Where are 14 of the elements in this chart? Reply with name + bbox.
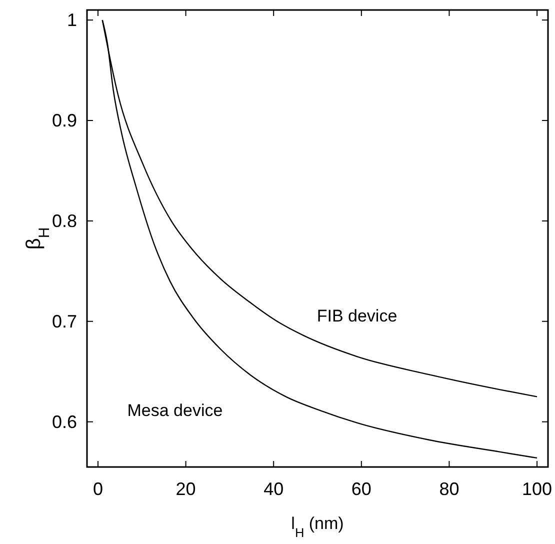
x-tick-label: 20: [176, 479, 196, 499]
x-tick-label: 40: [264, 479, 284, 499]
series-label: FIB device: [316, 306, 398, 326]
x-tick-label: 60: [351, 479, 372, 499]
x-tick-label: 100: [522, 479, 552, 499]
y-tick-label: 0.8: [52, 210, 77, 231]
y-tick-label: 0.7: [52, 311, 77, 332]
y-tick-label: 1: [66, 10, 77, 30]
y-tick-label: 0.6: [52, 412, 77, 432]
text: Mesa device: [127, 401, 223, 420]
x-tick-label: 0: [92, 479, 103, 499]
y-tick-label: 0.9: [52, 110, 77, 130]
x-tick-label: 80: [439, 479, 460, 499]
x-axis-title: l$_{H}$ (nm): [291, 514, 344, 540]
